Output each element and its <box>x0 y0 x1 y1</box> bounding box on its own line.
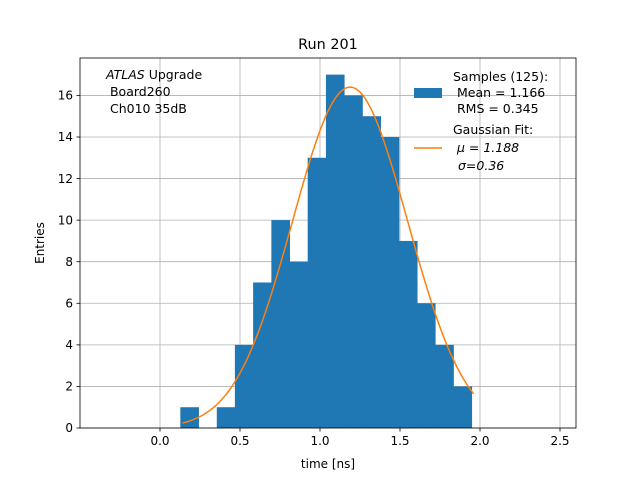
svg-text:ATLAS Upgrade: ATLAS Upgrade <box>105 67 202 82</box>
y-tick-label: 8 <box>65 255 73 269</box>
histogram-bar <box>234 344 254 428</box>
histogram-bar <box>216 407 236 428</box>
histogram <box>180 74 473 429</box>
legend: Samples (125): Mean = 1.166 RMS = 0.345 … <box>414 69 548 173</box>
x-tick-label: 1.5 <box>390 434 409 448</box>
histogram-bar <box>307 157 327 429</box>
legend-fit-line2: μ = 1.188 <box>453 140 519 155</box>
annotation: ATLAS Upgrade Board260 Ch010 35dB <box>105 67 202 116</box>
y-tick-label: 12 <box>58 172 73 186</box>
histogram-bar <box>380 136 400 428</box>
histogram-bar <box>253 282 272 428</box>
legend-histogram-line2: Mean = 1.166 <box>453 85 545 100</box>
x-axis-label: time [ns] <box>301 457 355 471</box>
x-tick-label: 2.0 <box>470 434 489 448</box>
legend-histogram-line1: Samples (125): <box>453 69 548 84</box>
histogram-bar <box>271 220 290 428</box>
histogram-bar <box>344 95 363 428</box>
x-tick-label: 0.5 <box>230 434 249 448</box>
y-tick-label: 16 <box>58 89 73 103</box>
histogram-bar <box>453 386 473 428</box>
histogram-bar <box>289 261 309 428</box>
annotation-upgrade: Upgrade <box>145 67 203 82</box>
y-axis-label: Entries <box>33 222 47 264</box>
x-axis: 0.0 0.5 1.0 1.5 2.0 2.5 <box>150 428 570 448</box>
histogram-bar <box>435 344 454 428</box>
histogram-bar <box>417 303 436 428</box>
y-axis: 0 2 4 6 8 10 12 14 16 <box>58 89 80 435</box>
legend-histogram-line3: RMS = 0.345 <box>453 101 539 116</box>
legend-histogram-swatch <box>414 88 442 98</box>
legend-fit-line1: Gaussian Fit: <box>453 122 533 137</box>
x-tick-label: 2.5 <box>550 434 569 448</box>
legend-fit-line3: σ=0.36 <box>458 158 504 173</box>
annotation-board: Board260 <box>106 84 171 99</box>
y-tick-label: 4 <box>65 338 73 352</box>
annotation-atlas: ATLAS <box>105 67 145 82</box>
y-tick-label: 0 <box>65 421 73 435</box>
histogram-bar <box>362 116 382 429</box>
plot-frame <box>79 57 577 429</box>
x-tick-label: 0.0 <box>150 434 169 448</box>
histogram-bar <box>398 240 418 428</box>
y-tick-label: 6 <box>65 296 73 310</box>
histogram-bar <box>325 74 345 428</box>
chart-title: Run 201 <box>298 37 358 53</box>
y-tick-label: 10 <box>58 213 73 227</box>
annotation-channel: Ch010 35dB <box>106 101 187 116</box>
x-tick-label: 1.0 <box>310 434 329 448</box>
y-tick-label: 2 <box>65 380 73 394</box>
y-tick-label: 14 <box>58 130 73 144</box>
gaussian-fit-curve <box>182 86 475 424</box>
